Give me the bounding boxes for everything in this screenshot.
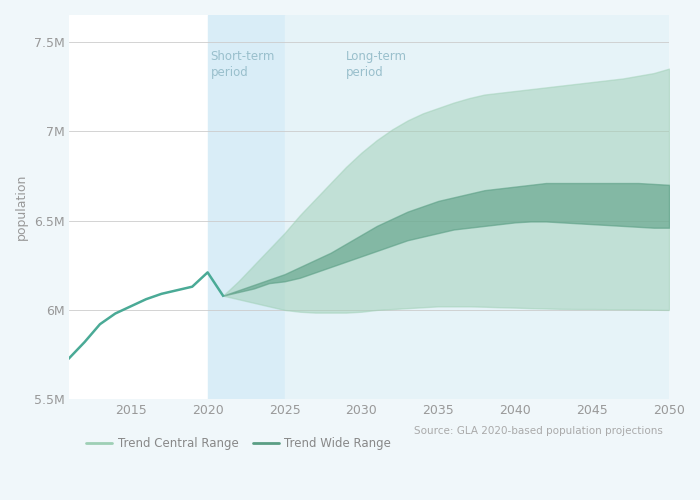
Bar bbox=[69, 15, 208, 400]
Legend: Trend Central Range, Trend Wide Range: Trend Central Range, Trend Wide Range bbox=[81, 432, 396, 455]
Bar bbox=[208, 15, 284, 400]
Text: Short-term
period: Short-term period bbox=[211, 50, 275, 78]
Bar bbox=[284, 15, 669, 400]
Y-axis label: population: population bbox=[15, 174, 28, 240]
Text: Source: GLA 2020-based population projections: Source: GLA 2020-based population projec… bbox=[414, 426, 663, 436]
Text: Long-term
period: Long-term period bbox=[346, 50, 407, 78]
